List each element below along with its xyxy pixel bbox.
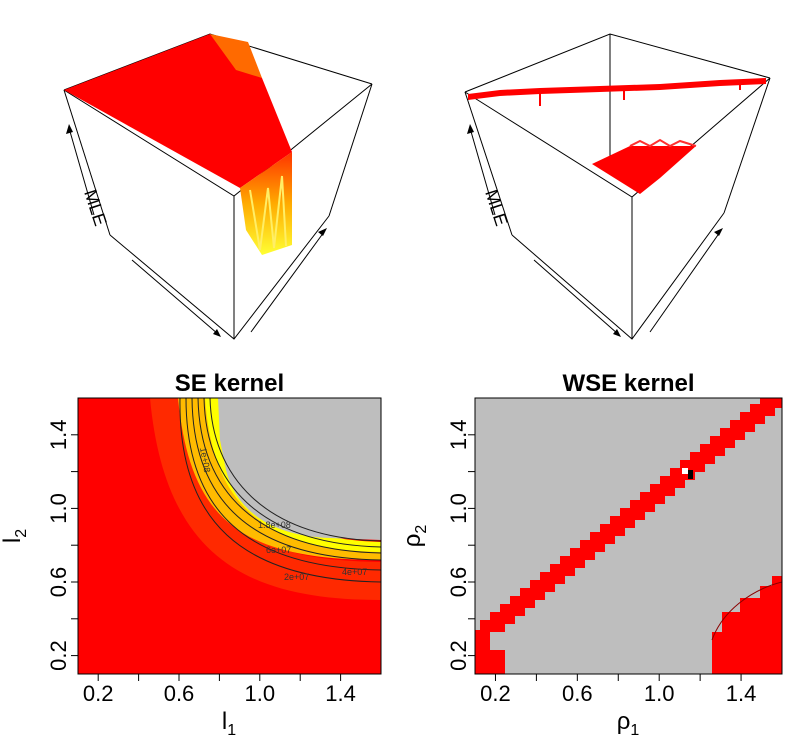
se-y-label-sub: 2 — [13, 529, 30, 538]
wse-x-tick-label: 0.6 — [562, 681, 593, 706]
se-contour-label: 1.8e+08 — [258, 520, 291, 530]
persp-z-label: MLE — [481, 187, 511, 228]
se-kernel-panel: 2e+07 4e+07 6e+07 1.8e+08 1e+08 SE kerne… — [0, 370, 382, 739]
wse-y-label: ρ2 — [399, 525, 430, 548]
persp-floor-patch-edge — [629, 138, 697, 148]
se-contour — [197, 398, 381, 554]
wse-y-tick-label: 1.0 — [446, 493, 471, 524]
wse-x-label-sub: 1 — [630, 722, 639, 739]
wse-x-tick-label: 1.0 — [644, 681, 675, 706]
se-contour-label: 1e+08 — [198, 447, 212, 474]
persp-x-arrowhead — [613, 329, 621, 337]
se-plot-frame — [77, 397, 382, 675]
persp-z-arrow — [68, 127, 95, 216]
persp-box-edge — [63, 89, 111, 236]
persp-x-arrow — [533, 259, 619, 335]
se-x-label-main: l — [222, 708, 227, 735]
se-x-tick-label: 1.0 — [245, 681, 276, 706]
se-title: SE kernel — [175, 370, 284, 397]
wse-artifact-black — [688, 470, 693, 479]
se-x-label-sub: 1 — [227, 722, 236, 739]
se-contour — [191, 398, 381, 561]
wse-x-label: ρ1 — [617, 708, 640, 739]
se-y-label-main: l — [0, 538, 26, 543]
wse-artifact-white — [682, 468, 688, 474]
se-heatmap-fill — [78, 398, 381, 674]
persp-y-arrow — [250, 231, 325, 333]
wse-diagonal-band — [475, 398, 782, 640]
se-yellow-band — [178, 398, 381, 560]
se-contour — [185, 398, 381, 571]
wse-x-tick-label: 0.2 — [480, 681, 511, 706]
persp-y-arrowhead — [318, 228, 327, 236]
se-contour — [203, 398, 381, 548]
se-x-label: l1 — [222, 708, 236, 739]
se-y-tick-label: 0.6 — [46, 567, 71, 598]
se-gray-region — [218, 398, 381, 540]
persp-box-edge — [723, 77, 771, 214]
persp-box-base — [109, 215, 330, 340]
perspective-plot-se: MLE — [63, 33, 373, 340]
se-contour — [209, 398, 381, 542]
persp-surface-fall-streaks — [249, 175, 287, 251]
wse-corner-blob-right — [712, 576, 782, 674]
persp-z-arrowhead — [66, 124, 73, 134]
persp-box-edge — [464, 91, 513, 236]
perspective-plot-wse: MLE — [464, 33, 771, 340]
wse-y-tick-label: 0.6 — [446, 567, 471, 598]
persp-x-arrowhead — [213, 329, 221, 337]
wse-contour — [711, 581, 782, 641]
se-axes: 0.2 0.6 1.0 1.4 0.2 0.6 1.0 1.4 — [46, 420, 356, 706]
wse-plot-frame — [474, 397, 783, 675]
se-contour-label: 6e+07 — [266, 545, 291, 555]
persp-floor-patch — [592, 146, 696, 194]
persp-y-arrow — [649, 231, 721, 333]
wse-y-tick-label: 1.4 — [446, 420, 471, 451]
wse-heatmap-fill — [475, 398, 782, 674]
se-x-tick-label: 1.4 — [325, 681, 356, 706]
persp-box-base — [511, 212, 725, 340]
se-contour-label: 2e+07 — [284, 572, 309, 582]
se-y-label: l2 — [0, 529, 30, 543]
se-y-tick-label: 0.2 — [46, 640, 71, 671]
persp-box-edge — [328, 83, 373, 217]
wse-y-label-sub: 2 — [413, 525, 430, 534]
persp-z-label: MLE — [80, 187, 110, 228]
persp-y-arrowhead — [714, 228, 723, 236]
se-contour — [179, 398, 381, 583]
wse-title: WSE kernel — [562, 370, 694, 397]
persp-z-arrowhead — [467, 124, 474, 134]
persp-z-arrow — [469, 127, 496, 216]
se-y-tick-label: 1.4 — [46, 420, 71, 451]
se-y-tick-label: 1.0 — [46, 493, 71, 524]
persp-surface-curl — [210, 34, 262, 78]
wse-corner-blob-left — [475, 632, 505, 674]
wse-kernel-panel: WSE kernel 0.2 0.6 1.0 1.40.20.61.01.4 ρ1 ρ… — [399, 370, 783, 739]
wse-y-tick-label: 0.2 — [446, 640, 471, 671]
wse-x-label-main: ρ — [617, 708, 631, 735]
wse-axes: 0.2 0.6 1.0 1.4 0.2 0.6 1.0 1.4 — [446, 420, 756, 706]
persp-ridge — [468, 78, 766, 100]
se-x-tick-label: 0.6 — [164, 681, 195, 706]
persp-x-arrow — [131, 259, 219, 335]
se-x-tick-label: 0.2 — [83, 681, 114, 706]
wse-y-label-main: ρ — [399, 534, 426, 548]
se-contour-label: 4e+07 — [342, 567, 367, 577]
wse-x-tick-label: 1.4 — [726, 681, 757, 706]
persp-surface-plateau — [64, 34, 292, 188]
